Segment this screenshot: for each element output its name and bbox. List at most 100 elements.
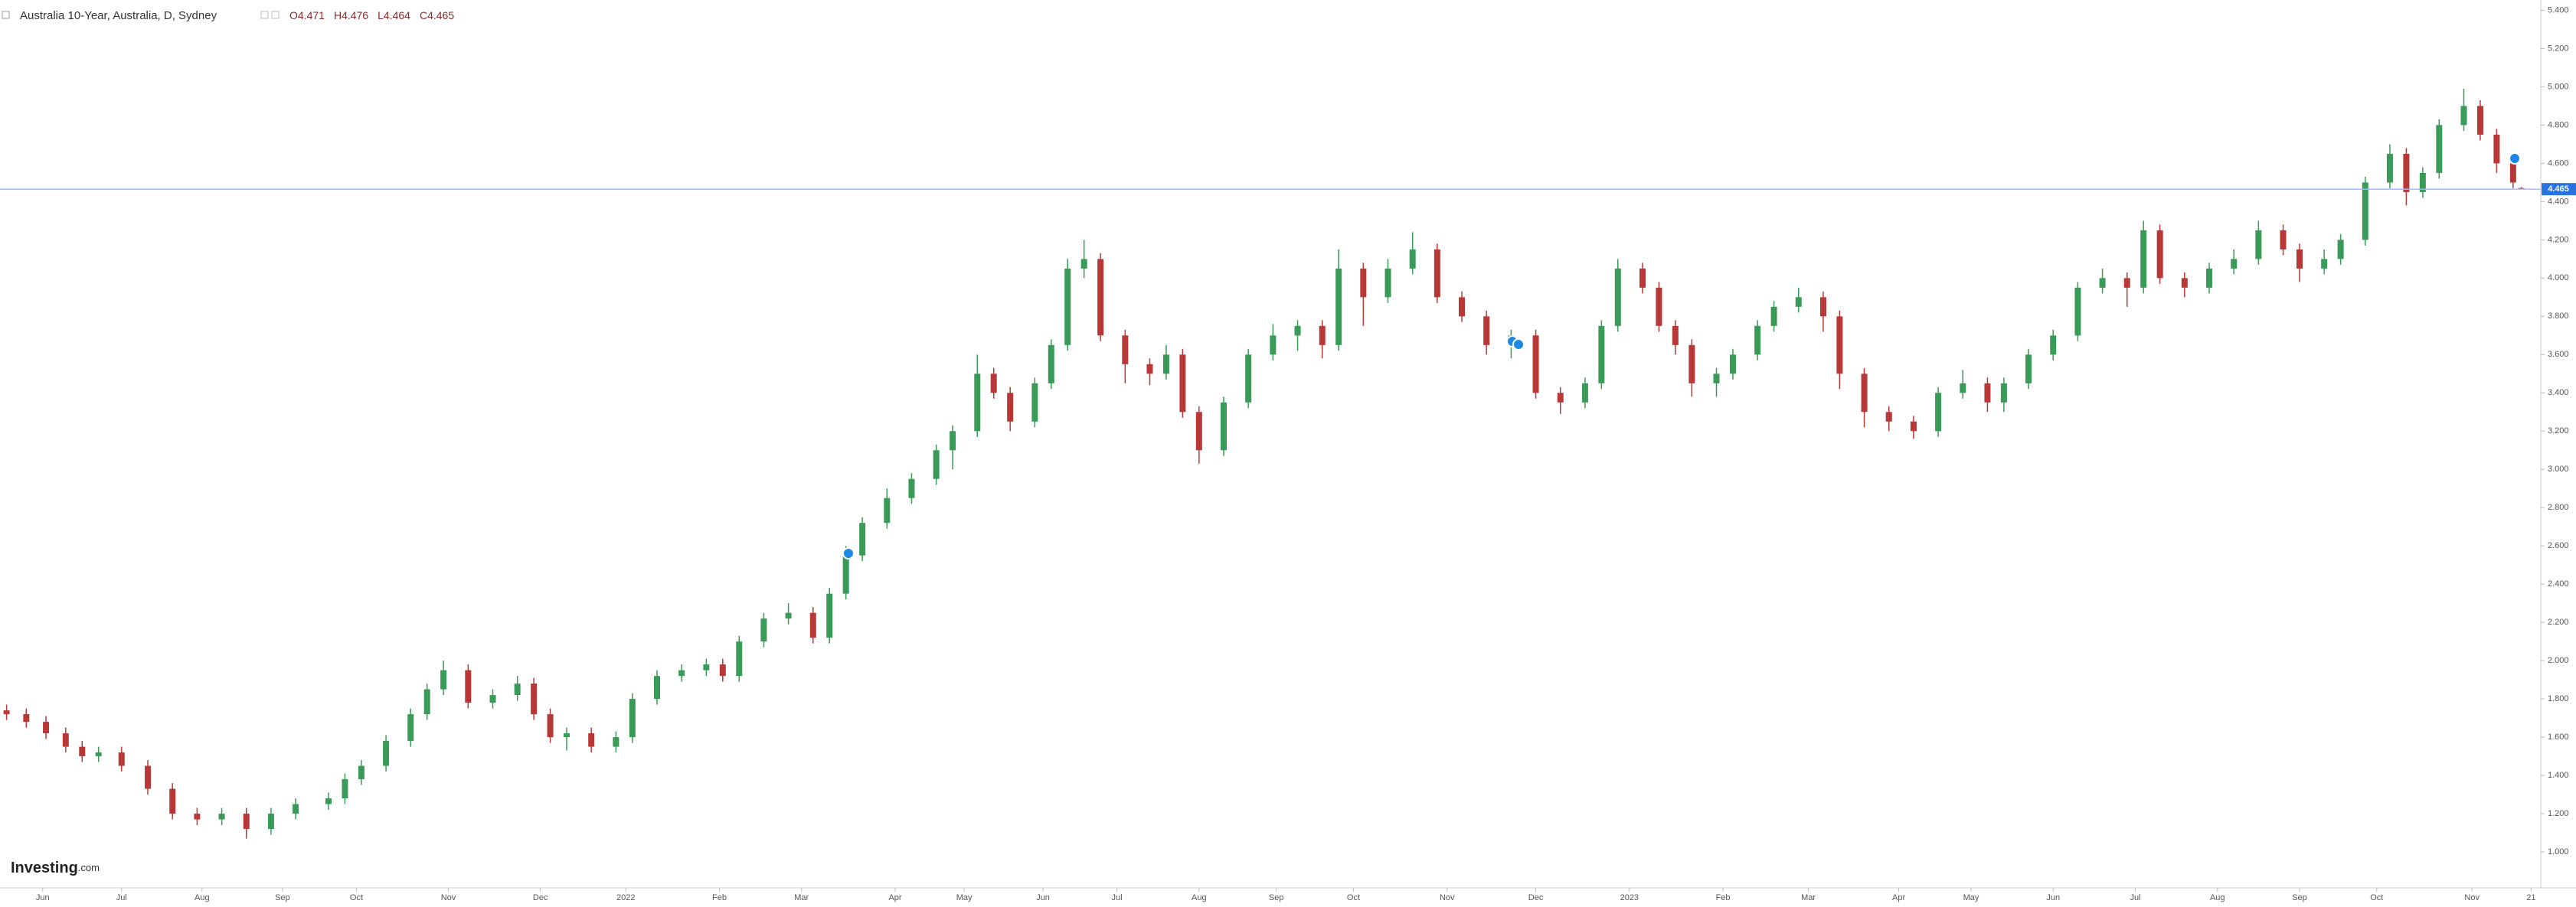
y-tick-label: 1.200 bbox=[2548, 809, 2569, 818]
candle-body bbox=[2206, 268, 2213, 288]
candle-body bbox=[719, 664, 726, 677]
candle-body bbox=[145, 765, 152, 789]
candle-body bbox=[423, 689, 430, 715]
candle-body bbox=[267, 814, 274, 830]
candle-body bbox=[407, 714, 414, 742]
candle-body bbox=[2074, 287, 2081, 336]
candle-body bbox=[1614, 268, 1621, 326]
candle-body bbox=[736, 641, 743, 677]
candle-body bbox=[2362, 182, 2368, 240]
candle-body bbox=[1885, 412, 1892, 422]
candle-body bbox=[1639, 268, 1646, 288]
event-marker[interactable] bbox=[842, 547, 855, 560]
candle-body bbox=[1179, 354, 1186, 413]
candle-body bbox=[1483, 316, 1490, 345]
candle-body bbox=[2123, 278, 2130, 288]
ohlc-label: O bbox=[289, 9, 298, 21]
candle-body bbox=[1146, 364, 1153, 374]
candle-body bbox=[1935, 393, 1942, 432]
y-tick-label: 2.800 bbox=[2548, 503, 2569, 512]
ohlc-field: H4.476 bbox=[334, 9, 368, 21]
y-tick-label: 3.200 bbox=[2548, 426, 2569, 436]
ohlc-header: O4.471 H4.476 L4.464 C4.465 bbox=[289, 9, 454, 21]
candle-body bbox=[1729, 354, 1736, 374]
candle-body bbox=[2140, 230, 2147, 288]
y-tick-label: 4.000 bbox=[2548, 273, 2569, 282]
candle-body bbox=[1770, 306, 1777, 326]
candle-body bbox=[564, 733, 570, 738]
candle-body bbox=[2403, 153, 2410, 192]
candle-body bbox=[531, 684, 538, 715]
x-tick-label: Feb bbox=[1716, 893, 1731, 902]
ohlc-value: 4.465 bbox=[427, 9, 454, 21]
candle-body bbox=[1713, 374, 1720, 383]
candle-body bbox=[2099, 278, 2106, 288]
candle-body bbox=[194, 814, 201, 820]
candle-body bbox=[79, 746, 86, 757]
collapse-icon[interactable] bbox=[2, 11, 10, 19]
candle-body bbox=[3, 710, 10, 715]
ohlc-value: 4.464 bbox=[384, 9, 410, 21]
settings-icon[interactable] bbox=[260, 11, 269, 19]
candle-body bbox=[1080, 259, 1087, 269]
candle-body bbox=[2000, 383, 2007, 403]
x-tick-label: Feb bbox=[712, 893, 727, 902]
candle-body bbox=[2476, 106, 2483, 135]
candle-body bbox=[588, 733, 595, 747]
x-tick-label: Nov bbox=[2464, 893, 2480, 902]
x-tick-label: Jul bbox=[116, 893, 127, 902]
x-tick-label: Dec bbox=[533, 893, 548, 902]
y-tick-label: 3.600 bbox=[2548, 350, 2569, 359]
candle-body bbox=[678, 670, 685, 677]
close-icon[interactable] bbox=[271, 11, 280, 19]
x-tick-label: Apr bbox=[1892, 893, 1905, 902]
x-tick-label: Jun bbox=[1036, 893, 1050, 902]
y-tick-label: 2.200 bbox=[2548, 618, 2569, 627]
candle-body bbox=[218, 814, 225, 820]
candle-body bbox=[95, 752, 102, 757]
candle-body bbox=[1360, 268, 1367, 298]
x-tick-label: Oct bbox=[350, 893, 363, 902]
candle-body bbox=[489, 695, 496, 703]
candle-body bbox=[629, 699, 636, 738]
candle-body bbox=[2460, 106, 2467, 126]
candle-body bbox=[169, 788, 176, 814]
candle-body bbox=[1910, 421, 1917, 432]
candle-body bbox=[325, 798, 332, 804]
y-tick-label: 5.200 bbox=[2548, 44, 2569, 53]
x-tick-label: Nov bbox=[441, 893, 456, 902]
candle-body bbox=[1335, 268, 1342, 345]
candle-body bbox=[933, 450, 940, 479]
candle-body bbox=[950, 431, 956, 451]
y-tick-label: 4.200 bbox=[2548, 235, 2569, 244]
y-tick-label: 4.800 bbox=[2548, 120, 2569, 129]
x-tick-label: May bbox=[1963, 893, 1979, 902]
candle-body bbox=[908, 478, 915, 498]
candle-body bbox=[974, 374, 981, 432]
candle-body bbox=[1836, 316, 1843, 374]
event-markers bbox=[842, 152, 2521, 560]
candle-body bbox=[1459, 297, 1466, 317]
candle-body bbox=[342, 779, 348, 799]
candle-body bbox=[1960, 383, 1966, 393]
y-tick-label: 3.400 bbox=[2548, 388, 2569, 397]
ohlc-value: 4.476 bbox=[342, 9, 368, 21]
candle-body bbox=[1795, 297, 1802, 307]
event-marker[interactable] bbox=[2509, 152, 2521, 165]
x-tick-label: Jul bbox=[1112, 893, 1123, 902]
x-tick-label: 2023 bbox=[1620, 893, 1639, 902]
ohlc-field: L4.464 bbox=[378, 9, 410, 21]
candle-body bbox=[2337, 240, 2344, 259]
candle-body bbox=[809, 612, 816, 638]
event-marker[interactable] bbox=[1512, 338, 1525, 351]
candle-body bbox=[760, 618, 767, 642]
brand: Investing.com bbox=[11, 860, 100, 876]
candle-body bbox=[1861, 374, 1868, 413]
candle-body bbox=[703, 664, 710, 670]
ohlc-label: C bbox=[420, 9, 427, 21]
y-tick-label: 3.800 bbox=[2548, 312, 2569, 321]
x-tick-label: 21 bbox=[2526, 893, 2535, 902]
candle-body bbox=[2280, 230, 2287, 250]
